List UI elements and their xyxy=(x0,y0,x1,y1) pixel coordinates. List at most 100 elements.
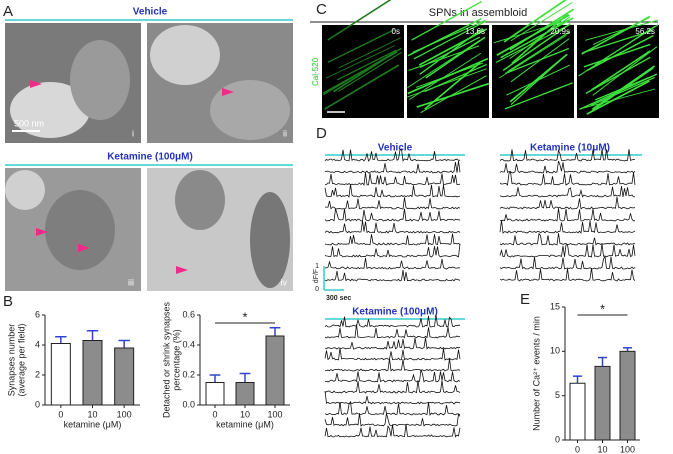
trace xyxy=(324,160,461,174)
image-label: ii xyxy=(283,128,287,138)
image-label: iii xyxy=(128,277,134,287)
x-tick-label: 10 xyxy=(597,444,607,454)
neurite xyxy=(589,67,654,113)
trace xyxy=(324,358,461,372)
neurite xyxy=(324,64,400,110)
neurite xyxy=(509,53,568,103)
panel-label: D xyxy=(316,125,327,142)
trace xyxy=(499,196,636,210)
neurite xyxy=(591,50,651,91)
neurite xyxy=(502,23,571,71)
scale-label: 300 sec xyxy=(326,295,351,302)
y-tick-label: 0 xyxy=(35,399,40,409)
em-texture xyxy=(175,170,225,230)
neurite xyxy=(504,82,573,110)
bar xyxy=(50,343,71,406)
scale-label: 1 xyxy=(315,263,319,270)
trace xyxy=(324,148,460,162)
time-label: 20.9s xyxy=(550,27,570,36)
bar xyxy=(619,350,636,441)
dye-label: Cal-520 xyxy=(311,57,320,86)
y-tick-label: 5 xyxy=(555,390,560,400)
group-title: Vehicle xyxy=(378,143,413,154)
neurite xyxy=(420,75,487,114)
scale-label: 500 nm xyxy=(14,118,44,128)
neurite xyxy=(586,80,650,115)
arrowhead xyxy=(176,266,188,274)
trace xyxy=(324,391,461,405)
y-tick-label: 2 xyxy=(35,369,40,379)
neurite xyxy=(493,18,574,44)
y-tick-label: 0.0 xyxy=(182,399,195,409)
x-tick-label: 100 xyxy=(620,444,635,454)
panel-label: A xyxy=(3,3,13,20)
trace xyxy=(499,170,636,186)
neurite xyxy=(327,0,392,41)
neurite xyxy=(407,18,482,57)
neurite xyxy=(327,28,395,63)
bar xyxy=(114,347,135,406)
x-tick-label: 0 xyxy=(212,409,217,419)
trace xyxy=(324,220,461,234)
trace xyxy=(324,257,461,270)
significance-mark: * xyxy=(600,301,605,316)
panel-label: B xyxy=(3,293,13,310)
em-texture xyxy=(70,40,130,120)
neurite xyxy=(418,28,488,66)
trace xyxy=(324,172,461,186)
x-tick-label: 10 xyxy=(240,409,250,419)
neurite xyxy=(585,56,651,94)
neurite xyxy=(590,76,655,107)
y-axis-label: Number of Ca²⁺ events / min xyxy=(531,316,541,431)
neurite xyxy=(505,47,570,75)
em-images xyxy=(5,23,293,291)
significance-mark: * xyxy=(242,309,247,324)
neurite xyxy=(506,64,570,96)
trace xyxy=(324,270,461,282)
time-label: 56.2s xyxy=(635,27,655,36)
neurite xyxy=(407,39,481,89)
trace xyxy=(324,347,461,361)
arrowhead xyxy=(36,228,48,236)
trace xyxy=(499,149,635,162)
arrowhead xyxy=(78,244,90,252)
neurite xyxy=(499,34,567,79)
y-axis-label: (average per field) xyxy=(16,323,26,396)
trace xyxy=(499,268,636,282)
trace xyxy=(499,160,636,174)
y-tick-label: 4 xyxy=(35,339,40,349)
trace xyxy=(324,423,461,438)
group-title: Ketamine (10μM) xyxy=(530,143,610,154)
panel-label: E xyxy=(520,291,530,308)
neurite xyxy=(583,43,651,68)
x-tick-label: 0 xyxy=(575,444,580,454)
em-texture xyxy=(150,25,220,85)
bar xyxy=(569,382,586,441)
trace xyxy=(324,314,460,328)
neurite xyxy=(407,57,489,95)
calcium-images xyxy=(322,0,659,118)
trace xyxy=(324,324,461,339)
neurite xyxy=(495,25,568,63)
arrowhead xyxy=(222,88,234,96)
trace xyxy=(324,380,461,394)
neurite xyxy=(338,37,401,69)
scale-label: 0 xyxy=(315,286,319,293)
y-tick-label: 0.4 xyxy=(182,339,195,349)
y-axis-label: Synapses number xyxy=(6,324,16,397)
bar xyxy=(82,340,103,406)
scale-label: dF/F xyxy=(313,269,320,283)
em-texture xyxy=(5,170,45,210)
y-tick-label: 15 xyxy=(550,301,560,311)
neurite xyxy=(595,76,652,101)
time-label: 0s xyxy=(392,27,400,36)
neurite xyxy=(503,0,567,43)
x-tick-label: 0 xyxy=(58,409,63,419)
trace xyxy=(499,208,636,222)
x-tick-label: 100 xyxy=(117,409,132,419)
neurite xyxy=(500,17,574,59)
neurite xyxy=(411,1,482,41)
trace xyxy=(324,233,461,246)
em-texture xyxy=(10,82,90,138)
